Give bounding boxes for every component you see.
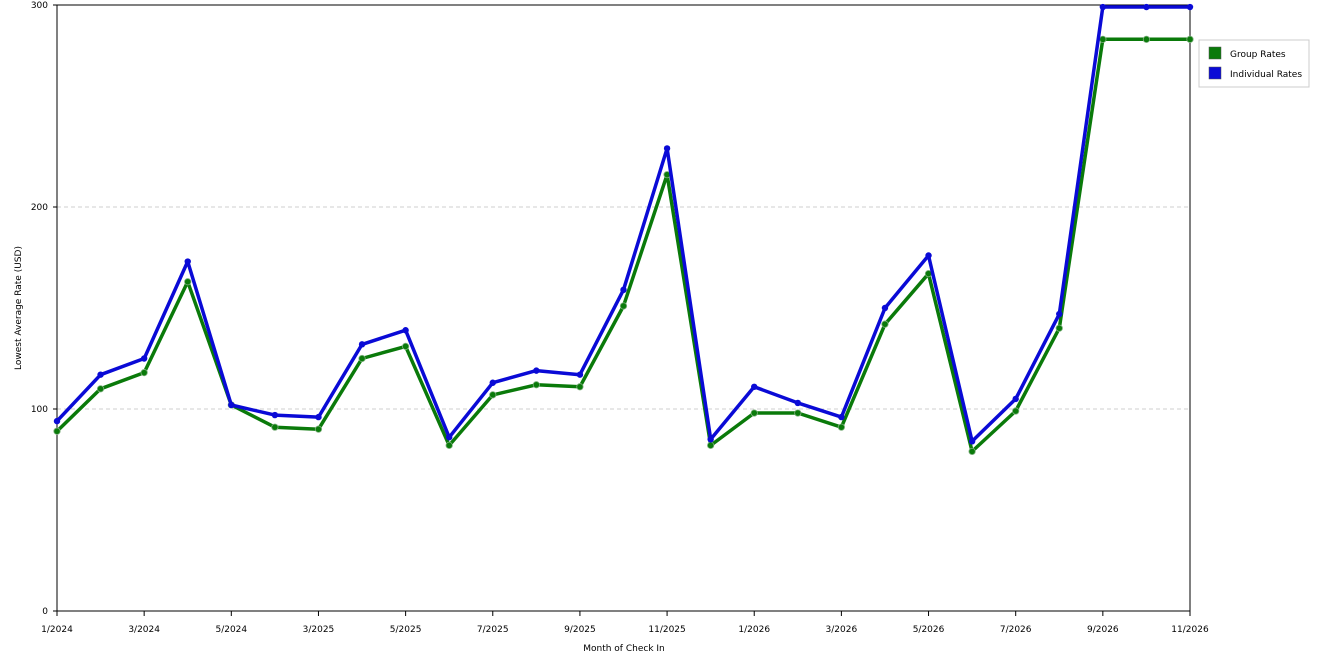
data-point [489, 379, 496, 386]
data-point [358, 341, 366, 348]
legend-label-group-rates: Group Rates [1230, 50, 1286, 60]
data-point [576, 383, 584, 391]
data-point [794, 399, 802, 407]
data-point [1142, 35, 1151, 43]
data-point [53, 427, 61, 435]
data-point [1143, 3, 1150, 11]
data-point [532, 381, 540, 389]
data-point [707, 436, 714, 443]
data-point [315, 413, 322, 421]
series-group-rates [53, 35, 1194, 456]
legend: Group Rates Individual Rates [1198, 39, 1310, 88]
data-point [402, 327, 409, 334]
x-tick-label: 9/2026 [1087, 625, 1119, 635]
data-point [1012, 407, 1020, 415]
data-point [968, 438, 976, 445]
data-point [53, 417, 61, 425]
data-point [184, 278, 192, 286]
data-point [184, 258, 191, 265]
x-tick-label: 3/2025 [303, 625, 335, 635]
data-point [881, 304, 889, 312]
x-ticks: 1/2024 3/2024 5/2024 3/2025 5/2025 7/2025 9/20… [41, 611, 1209, 635]
y-axis-title: Lowest Average Rate (USD) [14, 246, 24, 370]
x-tick-label: 11/2025 [648, 625, 685, 635]
data-point [968, 447, 976, 456]
data-point [838, 413, 845, 421]
data-point [445, 441, 453, 449]
data-point [619, 302, 628, 310]
series-line [55, 5, 1190, 444]
data-point [1099, 35, 1107, 43]
data-point [925, 252, 932, 259]
data-point [1186, 3, 1194, 11]
data-point [533, 367, 540, 374]
series-individual-rates [53, 3, 1194, 445]
legend-swatch-group-rates [1208, 46, 1222, 60]
data-point [1012, 395, 1019, 403]
y-tick-label: 300 [31, 1, 48, 11]
data-point [271, 411, 279, 419]
data-point [837, 423, 845, 431]
axes [56, 4, 1191, 612]
data-point [489, 391, 497, 399]
data-point [576, 371, 584, 378]
data-point [881, 320, 889, 328]
data-point [1099, 3, 1107, 11]
x-tick-label: 5/2026 [913, 625, 945, 635]
data-point [1056, 310, 1063, 318]
data-point [751, 383, 758, 390]
x-tick-label: 7/2026 [1000, 625, 1032, 635]
data-point [663, 145, 671, 152]
x-tick-label: 1/2026 [738, 625, 770, 635]
data-point [271, 423, 279, 431]
data-point [620, 286, 627, 294]
y-tick-label: 200 [31, 203, 48, 213]
data-point [1186, 35, 1194, 43]
legend-label-individual-rates: Individual Rates [1230, 70, 1302, 80]
x-tick-label: 9/2025 [564, 625, 596, 635]
x-tick-label: 11/2026 [1171, 625, 1209, 635]
data-point [402, 342, 410, 350]
x-tick-label: 7/2025 [477, 625, 509, 635]
x-axis-title: Month of Check In [583, 644, 665, 654]
data-point [445, 434, 453, 441]
x-tick-label: 5/2025 [390, 625, 422, 635]
x-tick-label: 1/2024 [41, 625, 73, 635]
data-point [140, 355, 148, 362]
data-point [96, 385, 105, 393]
x-tick-label: 3/2026 [826, 625, 858, 635]
x-tick-label: 3/2024 [128, 625, 160, 635]
data-point [1055, 324, 1063, 332]
legend-swatch-individual-rates [1208, 66, 1222, 80]
data-point [140, 369, 148, 377]
x-tick-label: 5/2024 [215, 625, 247, 635]
y-ticks: 0 100 200 300 [31, 1, 57, 617]
data-point [794, 409, 802, 417]
data-point [750, 409, 758, 417]
data-point [314, 425, 323, 433]
y-tick-label: 0 [42, 607, 48, 617]
y-tick-label: 100 [31, 405, 48, 415]
series [53, 3, 1194, 456]
data-point [358, 354, 366, 363]
data-point [97, 371, 104, 378]
data-point [707, 441, 715, 449]
data-point [228, 401, 235, 409]
